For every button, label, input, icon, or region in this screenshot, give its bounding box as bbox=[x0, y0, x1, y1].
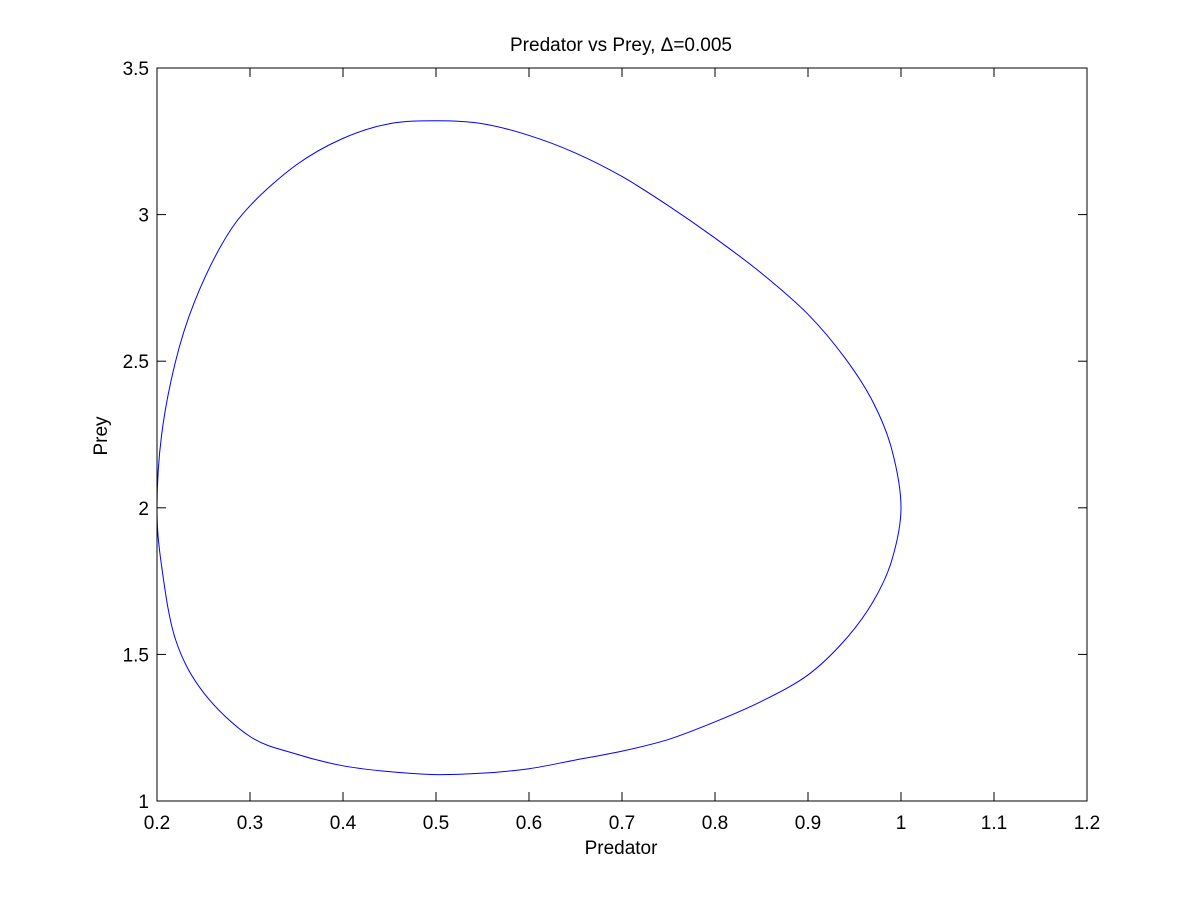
x-tick-label: 0.2 bbox=[144, 813, 170, 834]
y-tick-label: 2.5 bbox=[123, 352, 149, 373]
x-tick-label: 1.1 bbox=[981, 813, 1007, 834]
x-tick-label: 0.3 bbox=[237, 813, 263, 834]
x-axis-label: Predator bbox=[585, 838, 659, 859]
plot-frame bbox=[156, 67, 1088, 802]
x-tick-label: 0.6 bbox=[516, 813, 542, 834]
x-tick-label: 0.9 bbox=[795, 813, 821, 834]
y-tick-label: 1 bbox=[138, 792, 149, 813]
chart-title: Predator vs Prey, Δ=0.005 bbox=[510, 35, 732, 56]
x-tick-label: 0.5 bbox=[423, 813, 449, 834]
tick-labels: 0.2 0.3 0.4 0.5 0.6 0.7 0.8 0.9 1 1.1 1.2 1 1.5 2 2.5 3… bbox=[123, 59, 1101, 834]
y-tick-label: 1.5 bbox=[123, 645, 149, 666]
x-tick-label: 1.2 bbox=[1074, 813, 1100, 834]
y-axis-label: Prey bbox=[91, 416, 112, 456]
y-tick-label: 2 bbox=[138, 499, 149, 520]
x-tick-label: 0.8 bbox=[702, 813, 728, 834]
x-tick-label: 0.7 bbox=[609, 813, 635, 834]
x-tick-label: 0.4 bbox=[330, 813, 357, 834]
predator-prey-curve bbox=[156, 120, 902, 776]
y-tick-label: 3.5 bbox=[123, 59, 149, 80]
x-tick-label: 1 bbox=[896, 813, 907, 834]
y-tick-label: 3 bbox=[138, 206, 149, 227]
